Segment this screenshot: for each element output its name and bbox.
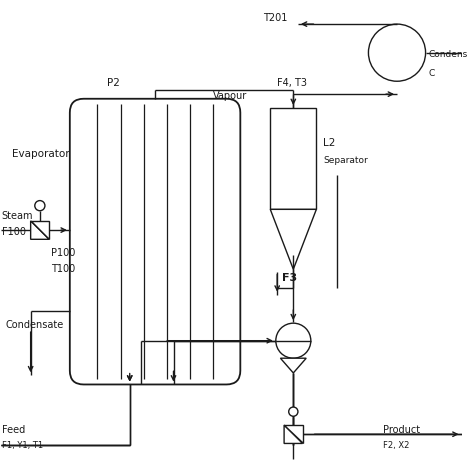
- Text: T100: T100: [51, 264, 76, 274]
- Text: C: C: [428, 69, 435, 78]
- Circle shape: [35, 201, 45, 211]
- Text: Evaporator: Evaporator: [12, 149, 70, 159]
- Text: Vapour: Vapour: [213, 91, 247, 101]
- Polygon shape: [284, 425, 302, 444]
- Text: F2, X2: F2, X2: [383, 441, 410, 450]
- Text: T201: T201: [264, 13, 288, 23]
- FancyBboxPatch shape: [70, 99, 240, 384]
- Circle shape: [276, 323, 311, 358]
- Polygon shape: [31, 221, 49, 239]
- Text: Steam: Steam: [1, 211, 33, 221]
- Polygon shape: [31, 221, 49, 239]
- Polygon shape: [284, 425, 302, 444]
- Bar: [270, 108, 316, 210]
- Text: F4, T3: F4, T3: [277, 78, 307, 88]
- Text: L2: L2: [323, 137, 336, 147]
- Circle shape: [368, 24, 426, 81]
- Text: Condens: Condens: [428, 50, 467, 59]
- Text: P100: P100: [51, 248, 76, 258]
- Text: Separator: Separator: [323, 156, 368, 165]
- Text: Condensate: Condensate: [5, 319, 64, 329]
- Text: P2: P2: [107, 78, 119, 88]
- Polygon shape: [270, 210, 316, 269]
- Text: F3: F3: [282, 273, 297, 283]
- Text: F1, Y1, T1: F1, Y1, T1: [1, 441, 43, 450]
- Text: F100: F100: [1, 228, 26, 237]
- Text: Feed: Feed: [1, 425, 25, 435]
- Polygon shape: [281, 358, 306, 373]
- Circle shape: [289, 407, 298, 416]
- Text: Product: Product: [383, 425, 420, 435]
